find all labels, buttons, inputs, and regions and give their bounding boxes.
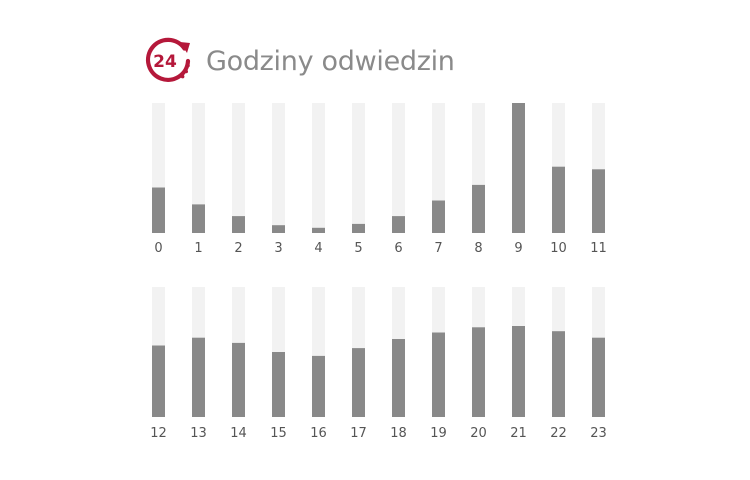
tick-label-hour-5: 5: [354, 241, 362, 256]
bar-track-hour-3: [272, 103, 285, 233]
tick-label-hour-19: 19: [430, 426, 447, 441]
bar-track-hour-14: [232, 287, 245, 417]
bar-track-hour-8: [472, 103, 485, 233]
bar-track-hour-21: [512, 287, 525, 417]
bar-track-hour-4: [312, 103, 325, 233]
tick-label-hour-21: 21: [510, 426, 527, 441]
bar-hour-17: [352, 348, 365, 417]
tick-label-hour-22: 22: [550, 426, 567, 441]
bar-hour-3: [272, 225, 285, 233]
tick-label-hour-13: 13: [190, 426, 207, 441]
bar-track-hour-2: [232, 103, 245, 233]
tick-label-hour-10: 10: [550, 241, 567, 256]
bar-hour-8: [472, 184, 485, 233]
tick-label-hour-1: 1: [194, 241, 202, 256]
bar-track-hour-5: [352, 103, 365, 233]
bar-track-hour-7: [432, 103, 445, 233]
bar-hour-15: [272, 352, 285, 417]
bar-track-hour-12: [152, 287, 165, 417]
tick-label-hour-4: 4: [314, 241, 322, 256]
bar-hour-12: [152, 345, 165, 417]
bar-hour-19: [432, 332, 445, 417]
bar-track-hour-20: [472, 287, 485, 417]
tick-label-hour-9: 9: [514, 241, 522, 256]
bar-track-hour-13: [192, 287, 205, 417]
bar-hour-23: [592, 337, 605, 417]
tick-label-hour-14: 14: [230, 426, 247, 441]
bar-track-hour-10: [552, 103, 565, 233]
bar-hour-2: [232, 216, 245, 233]
tick-label-hour-23: 23: [590, 426, 607, 441]
bar-track-hour-17: [352, 287, 365, 417]
tick-label-hour-16: 16: [310, 426, 327, 441]
bar-track-hour-19: [432, 287, 445, 417]
tick-label-hour-20: 20: [470, 426, 487, 441]
bar-hour-1: [192, 204, 205, 233]
bar-hour-16: [312, 355, 325, 417]
bar-hour-7: [432, 200, 445, 233]
bar-hour-9: [512, 103, 525, 233]
tick-label-hour-15: 15: [270, 426, 287, 441]
bar-hour-0: [152, 187, 165, 233]
24-hour-clock-text: 24: [153, 52, 177, 72]
24-hour-clock-icon: 24: [145, 37, 191, 82]
bar-track-hour-11: [592, 103, 605, 233]
tick-label-hour-0: 0: [154, 241, 162, 256]
bar-track-hour-1: [192, 103, 205, 233]
bar-track-hour-18: [392, 287, 405, 417]
bar-hour-20: [472, 327, 485, 417]
tick-label-hour-6: 6: [394, 241, 402, 256]
tick-label-hour-3: 3: [274, 241, 282, 256]
bar-hour-5: [352, 223, 365, 233]
bar-hour-14: [232, 342, 245, 417]
bar-track-hour-6: [392, 103, 405, 233]
tick-label-hour-11: 11: [590, 241, 607, 256]
bar-track-hour-22: [552, 287, 565, 417]
bar-hour-4: [312, 227, 325, 233]
tick-label-hour-8: 8: [474, 241, 482, 256]
bar-hour-6: [392, 216, 405, 233]
chart-title: Godziny odwiedzin: [206, 45, 455, 77]
tick-label-hour-18: 18: [390, 426, 407, 441]
bar-track-hour-15: [272, 287, 285, 417]
chart-header: 24 Godziny odwiedzin: [143, 37, 455, 85]
bar-track-hour-16: [312, 287, 325, 417]
bar-hour-22: [552, 331, 565, 417]
bar-hour-18: [392, 339, 405, 417]
bar-track-hour-9: [512, 103, 525, 233]
tick-label-hour-17: 17: [350, 426, 367, 441]
bar-hour-11: [592, 169, 605, 233]
tick-label-hour-7: 7: [434, 241, 442, 256]
bar-track-hour-23: [592, 287, 605, 417]
tick-label-hour-12: 12: [150, 426, 167, 441]
bar-hour-13: [192, 337, 205, 417]
tick-label-hour-2: 2: [234, 241, 242, 256]
bar-hour-21: [512, 326, 525, 417]
bar-hour-10: [552, 166, 565, 233]
bar-track-hour-0: [152, 103, 165, 233]
